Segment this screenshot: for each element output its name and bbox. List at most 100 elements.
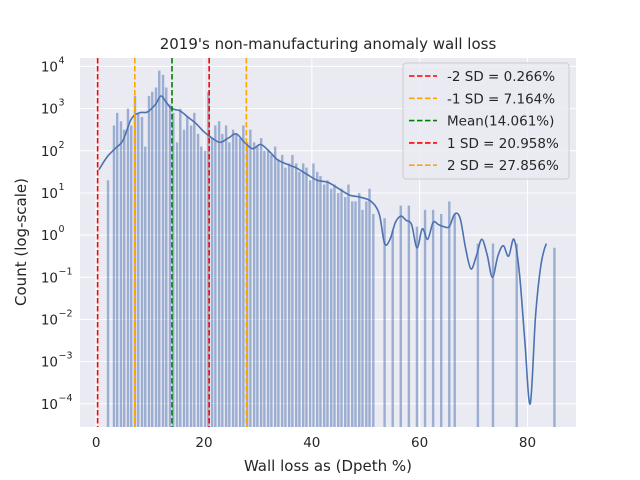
histogram-bar	[305, 167, 308, 427]
histogram-bar	[316, 171, 319, 427]
histogram-bar	[238, 138, 242, 427]
histogram-bar	[358, 192, 361, 427]
y-tick-label: 10 3	[41, 98, 65, 118]
histogram-bar	[347, 184, 350, 427]
histogram-bar	[333, 184, 336, 427]
y-tick-base: 10	[41, 270, 58, 286]
y-axis-label: Count (log-scale)	[12, 178, 30, 306]
histogram-bar	[207, 91, 210, 427]
histogram-bar	[175, 142, 179, 428]
histogram-bar	[440, 214, 443, 427]
histogram-bar	[144, 146, 147, 427]
y-tick-label: 10 1	[41, 182, 65, 202]
histogram-bar	[287, 163, 291, 427]
histogram-bar	[126, 108, 130, 427]
histogram-bar	[130, 125, 133, 427]
y-tick-label: 10 −4	[41, 393, 73, 413]
kde-curve-group	[98, 95, 548, 405]
histogram-bar	[249, 129, 252, 428]
histogram-bar	[214, 125, 217, 427]
histogram-bar	[137, 112, 140, 427]
legend-box	[402, 62, 570, 180]
legend: -2 SD = 0.266% -1 SD = 7.164% Mean(14.061%…	[402, 62, 570, 180]
y-tick-label: 10 0	[41, 224, 65, 244]
histogram-bar	[361, 209, 364, 427]
histogram-bar	[154, 87, 158, 428]
legend-label: -2 SD = 0.266%	[447, 69, 555, 85]
y-tick-exponent: 0	[59, 224, 65, 235]
y-tick-exponent: −2	[59, 308, 73, 319]
histogram-bar	[319, 176, 322, 427]
histogram-bar	[270, 154, 273, 427]
y-tick-exponent: 4	[59, 55, 65, 66]
histogram-bar	[294, 163, 298, 427]
histogram-bar	[217, 121, 221, 427]
histogram-bar	[228, 142, 231, 428]
y-tick-label: 10 −3	[41, 351, 73, 371]
histogram-bar	[224, 125, 228, 427]
histogram-bar	[291, 154, 294, 427]
y-tick-base: 10	[41, 144, 58, 160]
histogram-bar	[280, 154, 284, 427]
histogram-bars	[106, 70, 556, 428]
reference-lines	[96, 58, 248, 427]
y-tick-exponent: 3	[59, 98, 65, 109]
histogram-bar	[235, 133, 238, 427]
histogram-bar	[147, 95, 151, 427]
histogram-bar	[399, 205, 402, 427]
x-tick-label: 20	[195, 435, 212, 451]
chart-title: 2019's non-manufacturing anomaly wall lo…	[160, 35, 497, 53]
histogram-bar	[256, 146, 259, 427]
histogram-bar	[203, 150, 207, 427]
y-tick-exponent: 2	[59, 140, 65, 151]
histogram-bar	[140, 117, 144, 427]
histogram-bar	[182, 129, 186, 428]
y-tick-exponent: 1	[59, 182, 65, 193]
x-axis-label: Wall loss as (Dpeth %)	[244, 457, 412, 475]
x-tick-label: 40	[303, 435, 320, 451]
x-tick-label: 60	[411, 435, 428, 451]
histogram-bar	[273, 146, 277, 427]
histogram-bar	[151, 91, 154, 427]
histogram-bar	[312, 163, 315, 427]
histogram-bar	[515, 243, 518, 427]
histogram-bar	[354, 201, 357, 427]
y-tick-label: 10 4	[41, 55, 65, 75]
histogram-bar	[193, 112, 196, 427]
histogram-bar	[476, 243, 480, 427]
histogram-bar	[112, 125, 116, 427]
y-tick-base: 10	[41, 312, 58, 328]
histogram-bar	[259, 138, 263, 427]
y-tick-label: 10 −1	[41, 266, 73, 286]
kde-curve	[98, 95, 548, 405]
histogram-bar	[491, 243, 495, 427]
histogram-bar	[186, 117, 189, 427]
legend-label: Mean(14.061%)	[447, 114, 554, 130]
histogram-bar	[263, 150, 266, 427]
histogram-bar	[326, 180, 329, 427]
histogram-bar	[252, 142, 256, 428]
histogram-bar	[298, 171, 301, 427]
x-tick-label: 80	[519, 435, 536, 451]
y-tick-base: 10	[41, 397, 58, 413]
histogram-bar	[309, 180, 312, 427]
histogram-bar	[106, 180, 110, 427]
histogram-bar	[116, 112, 119, 427]
y-tick-exponent: −4	[59, 393, 73, 404]
histogram-bar	[340, 188, 343, 427]
y-tick-exponent: −1	[59, 266, 73, 277]
y-tick-label: 10 2	[41, 140, 65, 160]
histogram-bar	[323, 184, 326, 427]
histogram-bar	[365, 201, 368, 427]
y-tick-base: 10	[41, 102, 58, 118]
histogram-bar	[168, 104, 172, 427]
histogram-bar	[431, 209, 435, 427]
histogram-bar	[423, 209, 427, 427]
histogram-bar	[179, 108, 182, 427]
histogram-bar	[161, 74, 165, 428]
histogram-bar	[344, 197, 347, 427]
x-tick-label: 0	[92, 435, 101, 451]
histogram-bar	[172, 112, 175, 427]
